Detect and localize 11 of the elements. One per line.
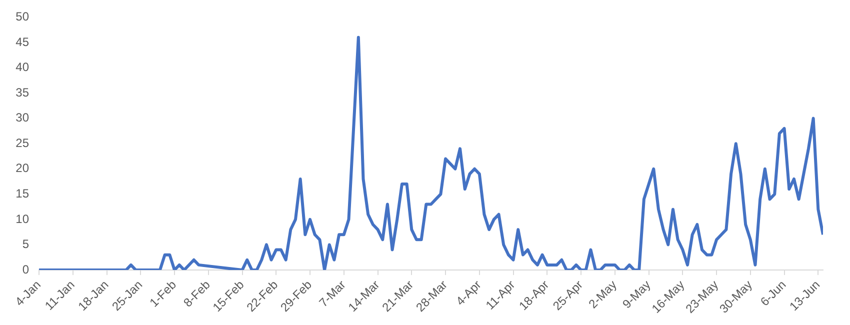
y-tick-label: 50 <box>16 10 30 24</box>
y-tick-label: 40 <box>16 60 30 74</box>
y-tick-label: 5 <box>22 237 30 252</box>
y-tick-label: 15 <box>16 186 30 200</box>
y-tick-label: 45 <box>16 34 30 49</box>
y-tick-label: 0 <box>22 262 30 276</box>
y-tick-label: 25 <box>16 136 30 150</box>
y-tick-label: 35 <box>16 85 30 100</box>
y-tick-label: 30 <box>16 110 30 125</box>
y-tick-label: 10 <box>16 212 30 226</box>
y-tick-label: 20 <box>16 161 30 176</box>
